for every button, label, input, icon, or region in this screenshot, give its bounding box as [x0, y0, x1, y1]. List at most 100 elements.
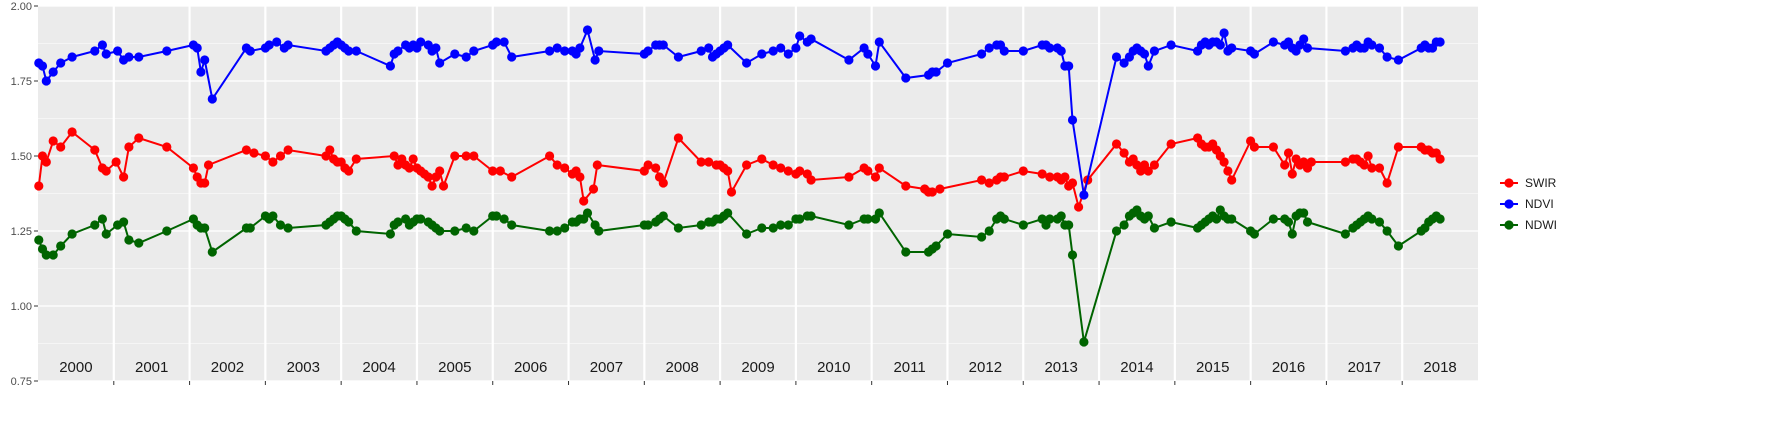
data-point-swir: [1119, 148, 1129, 158]
data-point-swir: [90, 145, 100, 155]
data-point-swir: [1393, 142, 1403, 152]
data-point-ndvi: [1064, 61, 1074, 71]
data-point-ndvi: [431, 43, 441, 53]
legend-marker: [1504, 199, 1514, 209]
data-point-swir: [560, 163, 570, 173]
data-point-ndvi: [742, 58, 752, 68]
data-point-ndwi: [1149, 223, 1159, 233]
data-point-ndwi: [901, 247, 911, 257]
data-point-ndvi: [344, 46, 354, 56]
data-point-ndwi: [268, 211, 278, 221]
data-point-ndvi: [1018, 46, 1028, 56]
data-point-ndwi: [863, 214, 873, 224]
data-point-ndwi: [1268, 214, 1278, 224]
data-point-ndwi: [507, 220, 517, 230]
data-point-ndwi: [450, 226, 460, 236]
data-point-swir: [1268, 142, 1278, 152]
data-point-swir: [119, 172, 129, 182]
data-point-swir: [643, 160, 653, 170]
y-tick-label: 1.00: [11, 301, 32, 313]
data-point-swir: [1018, 166, 1028, 176]
data-point-swir: [203, 160, 214, 170]
data-point-ndwi: [1227, 214, 1237, 224]
data-point-swir: [588, 184, 599, 194]
legend-marker: [1504, 220, 1514, 230]
data-point-swir: [1037, 169, 1047, 179]
data-point-swir: [1435, 154, 1445, 164]
data-point-ndvi: [1219, 28, 1229, 38]
legend-item-swir: SWIR: [1500, 176, 1557, 190]
data-point-swir: [67, 127, 77, 137]
data-point-ndwi: [1302, 217, 1313, 227]
data-point-ndvi: [469, 46, 479, 56]
legend-marker: [1504, 178, 1514, 188]
data-point-ndvi: [450, 49, 460, 59]
data-point-swir: [776, 163, 786, 173]
data-point-swir: [423, 172, 433, 182]
series-ndvi: [34, 25, 1445, 200]
data-point-ndwi: [776, 220, 786, 230]
data-point-ndwi: [385, 229, 395, 239]
data-point-ndwi: [931, 241, 941, 251]
data-point-ndvi: [37, 61, 48, 71]
data-point-swir: [275, 151, 286, 161]
data-point-ndvi: [942, 58, 953, 68]
data-point-ndvi: [791, 43, 801, 53]
year-labels: 2000 2001 2002 2003 2004 2005 2006 2007 2008 2009…: [59, 359, 1457, 376]
data-point-ndvi: [1045, 43, 1055, 53]
data-point-ndwi: [984, 226, 994, 236]
data-point-ndvi: [393, 46, 403, 56]
data-point-ndvi: [1227, 43, 1237, 53]
data-point-ndvi: [1143, 61, 1153, 71]
year-label: 2005: [438, 359, 471, 376]
data-point-ndwi: [552, 226, 562, 236]
data-point-ndvi: [795, 31, 805, 41]
data-point-ndwi: [1299, 208, 1309, 218]
data-point-swir: [658, 178, 668, 188]
data-point-ndvi: [1215, 40, 1225, 50]
data-point-ndwi: [1056, 211, 1066, 221]
data-point-swir: [927, 187, 937, 197]
data-point-ndvi: [977, 49, 987, 59]
data-point-ndvi: [134, 52, 144, 62]
data-point-ndvi: [97, 40, 107, 50]
series-swir: [34, 127, 1445, 212]
data-point-ndwi: [1367, 214, 1377, 224]
data-point-ndvi: [545, 46, 555, 56]
year-label: 2007: [590, 359, 623, 376]
data-point-ndwi: [742, 229, 752, 239]
data-point-ndwi: [207, 247, 217, 257]
data-point-swir: [1283, 148, 1294, 158]
data-point-ndwi: [545, 226, 555, 236]
data-point-swir: [575, 172, 585, 182]
data-point-ndvi: [594, 46, 604, 56]
year-label: 2013: [1044, 359, 1077, 376]
y-tick-label: 1.75: [11, 76, 32, 88]
data-point-swir: [241, 145, 251, 155]
data-point-ndwi: [491, 211, 502, 221]
data-point-swir: [461, 151, 471, 161]
data-point-ndwi: [1340, 229, 1350, 239]
year-label: 2000: [59, 359, 92, 376]
data-point-ndvi: [806, 34, 816, 44]
data-point-ndwi: [1393, 241, 1403, 251]
data-point-ndvi: [1111, 52, 1122, 62]
data-point-swir: [450, 151, 460, 161]
data-point-ndvi: [870, 61, 881, 71]
data-point-ndwi: [461, 223, 471, 233]
data-point-swir: [469, 151, 479, 161]
data-point-ndvi: [1340, 46, 1350, 56]
year-label: 2015: [1196, 359, 1229, 376]
data-point-swir: [56, 142, 66, 152]
data-point-swir: [545, 151, 555, 161]
data-point-swir: [389, 151, 399, 161]
data-point-swir: [404, 163, 414, 173]
data-point-ndwi: [1249, 229, 1259, 239]
data-point-ndvi: [113, 46, 123, 56]
data-point-swir: [1249, 142, 1259, 152]
data-point-ndvi: [48, 67, 58, 77]
data-point-swir: [935, 184, 945, 194]
data-point-swir: [1045, 172, 1055, 182]
data-point-swir: [844, 172, 854, 182]
data-point-ndwi: [1382, 226, 1392, 236]
